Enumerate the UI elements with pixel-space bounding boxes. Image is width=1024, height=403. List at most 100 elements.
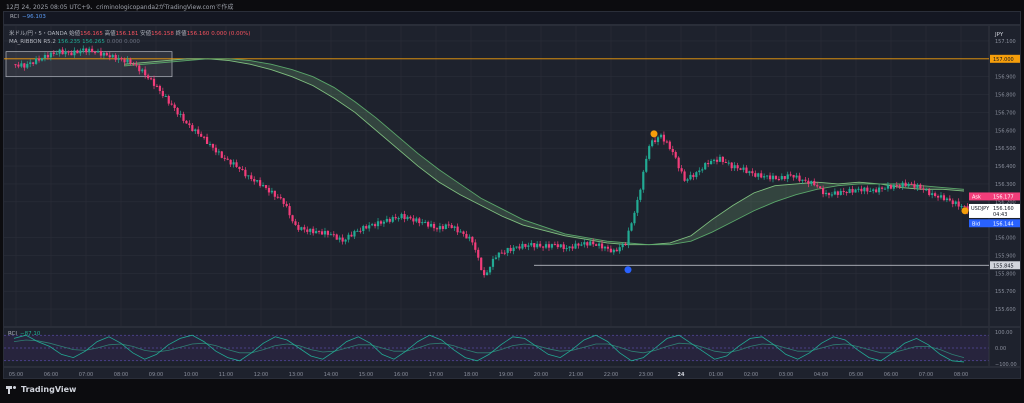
candle-body	[565, 248, 568, 250]
candle-body	[886, 185, 890, 189]
candle-body	[114, 54, 117, 60]
candle-body	[241, 168, 244, 170]
candle-body	[197, 129, 200, 134]
candle-body	[830, 194, 834, 196]
candle-body	[397, 218, 400, 220]
candle-body	[161, 90, 164, 97]
candle-body	[642, 171, 645, 190]
price-pane[interactable]: JPY 157.100 156.900 156.800 156.700 156.600 15…	[3, 25, 1021, 327]
candle-body	[453, 226, 456, 228]
candle-body	[804, 179, 807, 181]
candle-body	[916, 184, 919, 188]
candle-body	[645, 158, 648, 172]
candle-body	[477, 249, 480, 258]
tradingview-logo[interactable]: TradingView	[6, 385, 76, 394]
candle-body	[332, 234, 335, 236]
time-tick-label: 10:00	[184, 372, 198, 378]
candle-body	[618, 247, 621, 252]
candle-body	[715, 159, 719, 162]
candle-body	[539, 243, 542, 247]
emoji-marker-icon	[650, 130, 658, 138]
candle-body	[730, 162, 733, 169]
candle-body	[141, 69, 144, 72]
time-tick-label: 05:00	[849, 372, 863, 378]
candle-body	[82, 48, 85, 51]
candle-body	[754, 173, 757, 177]
candle-body	[883, 188, 887, 190]
candle-body	[347, 234, 350, 240]
candle-body	[780, 176, 783, 180]
top-rci-pane[interactable]: RCI −96.103	[3, 11, 1021, 25]
time-tick-label: 14:00	[324, 372, 338, 378]
time-tick-label: 07:00	[79, 372, 93, 378]
candle-body	[556, 244, 559, 248]
candle-body	[757, 173, 760, 177]
candle-body	[182, 113, 185, 121]
price-tick-label: 156.700	[995, 110, 1016, 116]
candle-body	[648, 146, 651, 159]
rci-value: −87.10	[20, 331, 41, 337]
symbol-name[interactable]: 米ドル/円・5・OANDA	[9, 31, 68, 37]
candle-body	[382, 221, 386, 224]
candle-body	[409, 216, 412, 219]
candle-body	[427, 221, 430, 227]
rci-tick-label: −100.00	[995, 362, 1017, 367]
candle-body	[403, 214, 406, 220]
time-axis-labels: 05:00 06:00 07:00 08:00 09:00 10:00 11:00 12:00…	[9, 372, 968, 378]
rci-chart[interactable]: 100.00 0.00 −100.00	[4, 328, 1021, 367]
candle-body	[43, 54, 47, 59]
candle-body	[518, 246, 521, 249]
candle-body	[194, 129, 197, 132]
level-high-value: 157.000	[993, 57, 1014, 63]
price-tick-label: 156.400	[995, 164, 1016, 170]
ask-value: 156.177	[993, 194, 1014, 200]
ribbon-value-1: 156.235	[57, 39, 81, 45]
ribbon-value-3: 0.000	[106, 39, 123, 45]
candle-body	[429, 223, 433, 227]
candle-body	[674, 152, 677, 158]
candle-body	[592, 241, 595, 245]
candle-body	[247, 175, 250, 177]
candle-body	[67, 51, 70, 53]
rci-pane[interactable]: 100.00 0.00 −100.00 RCI −87.10	[3, 327, 1021, 367]
candle-body	[636, 199, 639, 213]
candle-body	[368, 225, 371, 229]
candle-body	[910, 183, 913, 185]
time-tick-label: 12:00	[254, 372, 268, 378]
brand-name: TradingView	[21, 385, 77, 394]
candle-body	[388, 218, 391, 222]
ribbon-name[interactable]: MA_RIBBON R5.2	[9, 39, 56, 45]
low-prefix: 安値	[140, 31, 152, 37]
candle-body	[571, 246, 574, 249]
candle-body	[928, 189, 931, 196]
candle-body	[736, 165, 739, 169]
candle-body	[512, 247, 515, 252]
time-axis[interactable]: 05:00 06:00 07:00 08:00 09:00 10:00 11:00 12:00…	[3, 367, 1021, 379]
candle-body	[798, 175, 801, 181]
candle-body	[152, 78, 156, 86]
candle-body	[827, 192, 831, 196]
time-tick-label: 04:00	[814, 372, 828, 378]
change-value: 0.000 (0.00%)	[211, 31, 251, 37]
time-tick-label: 19:00	[499, 372, 513, 378]
candle-body	[450, 225, 453, 228]
candle-body	[365, 226, 368, 229]
candle-body	[335, 234, 338, 240]
candle-body	[232, 162, 235, 165]
last-price-tag	[969, 203, 1020, 218]
candle-body	[491, 258, 495, 267]
ribbon-value-4: 0.000	[124, 39, 140, 45]
ask-label: Ask	[972, 194, 981, 200]
rci-tick-label: 100.00	[995, 330, 1013, 336]
candle-body	[863, 187, 866, 192]
candle-body	[503, 252, 506, 254]
candle-body	[869, 190, 872, 192]
candle-body	[438, 226, 442, 230]
candle-body	[934, 193, 937, 196]
price-tick-label: 155.700	[995, 289, 1016, 295]
candle-body	[892, 185, 895, 189]
candle-body	[854, 189, 857, 193]
candle-body	[689, 174, 692, 180]
candle-body	[276, 196, 279, 198]
